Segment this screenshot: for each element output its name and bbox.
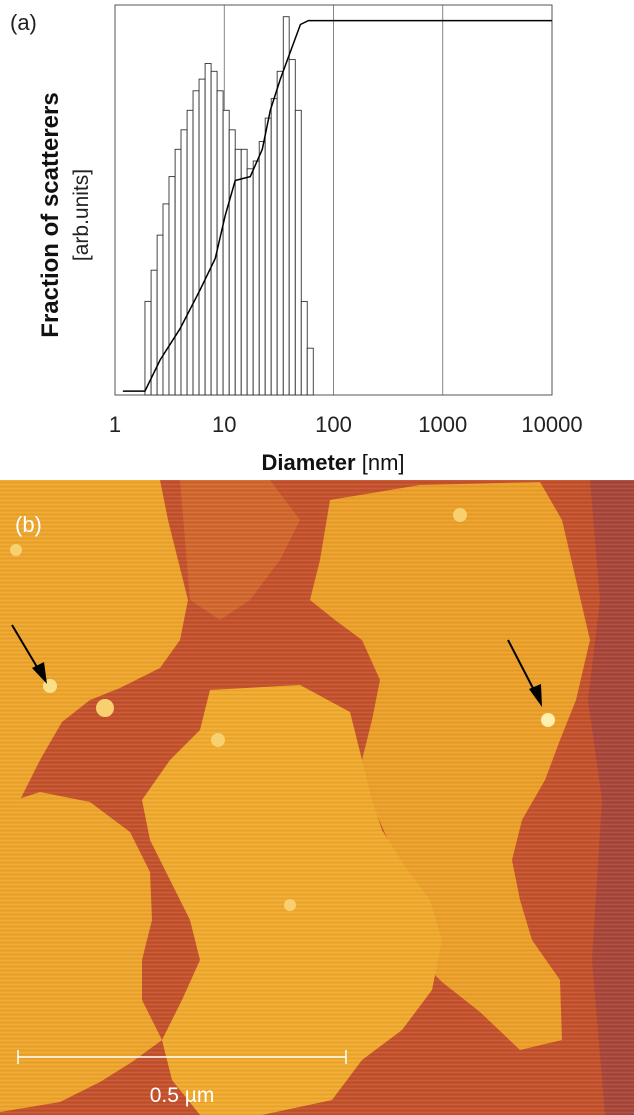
histogram-bar (210, 70, 218, 396)
histogram-bar (216, 90, 224, 396)
particle (211, 733, 225, 747)
arrow-head (529, 684, 542, 707)
histogram-bar (300, 300, 308, 396)
histogram-bar (282, 16, 290, 396)
x-tick-label: 10 (212, 412, 236, 437)
histogram-bar (204, 63, 212, 396)
x-tick-label: 1 (109, 412, 121, 437)
histogram-bar (240, 148, 248, 396)
histogram-bar (258, 141, 266, 396)
particle (541, 713, 555, 727)
particle (284, 899, 296, 911)
histogram-bar (168, 176, 176, 396)
histogram-bar (162, 203, 170, 396)
histogram-bar (222, 109, 230, 396)
y-axis-unit: [arb.units] (70, 169, 93, 261)
particle (10, 544, 22, 556)
particle (453, 508, 467, 522)
x-tick-label: 10000 (521, 412, 582, 437)
histogram-bar (276, 70, 284, 396)
histogram-bar (156, 234, 164, 396)
histogram-bar (264, 117, 272, 396)
histogram-bar (294, 109, 302, 396)
arrow (507, 639, 537, 695)
scan-texture (0, 480, 634, 1115)
histogram-bar (252, 160, 260, 396)
x-axis-unit: [nm] (362, 450, 405, 475)
histogram-panel: (a) Fraction of scatterers [arb.units] D… (10, 4, 583, 475)
panel-label: (a) (10, 10, 37, 35)
x-axis-title: Diameter (261, 450, 356, 475)
afm-image-panel: 0.5 µm (b) (0, 480, 634, 1115)
x-axis-label: Diameter [nm] (261, 450, 404, 475)
arrow (11, 624, 41, 673)
histogram-bar (306, 347, 314, 396)
histogram-bar (174, 148, 182, 396)
histogram-bar (186, 109, 194, 396)
histogram-bar (228, 129, 236, 396)
histogram-bar (198, 78, 206, 396)
panel-label: (b) (15, 512, 42, 537)
histogram-bar (180, 129, 188, 396)
histogram-bar (192, 90, 200, 396)
particle (96, 699, 114, 717)
histogram-bar (270, 98, 278, 396)
y-axis-label: Fraction of scatterers (37, 92, 64, 337)
x-tick-label: 100 (315, 412, 352, 437)
histogram-bar (246, 168, 254, 396)
cumulative-line (122, 19, 552, 392)
histogram-bar (288, 59, 296, 396)
arrow-head (32, 662, 47, 684)
scale-bar-label: 0.5 µm (150, 1084, 215, 1107)
x-tick-label: 1000 (418, 412, 467, 437)
histogram-bar (234, 148, 242, 396)
